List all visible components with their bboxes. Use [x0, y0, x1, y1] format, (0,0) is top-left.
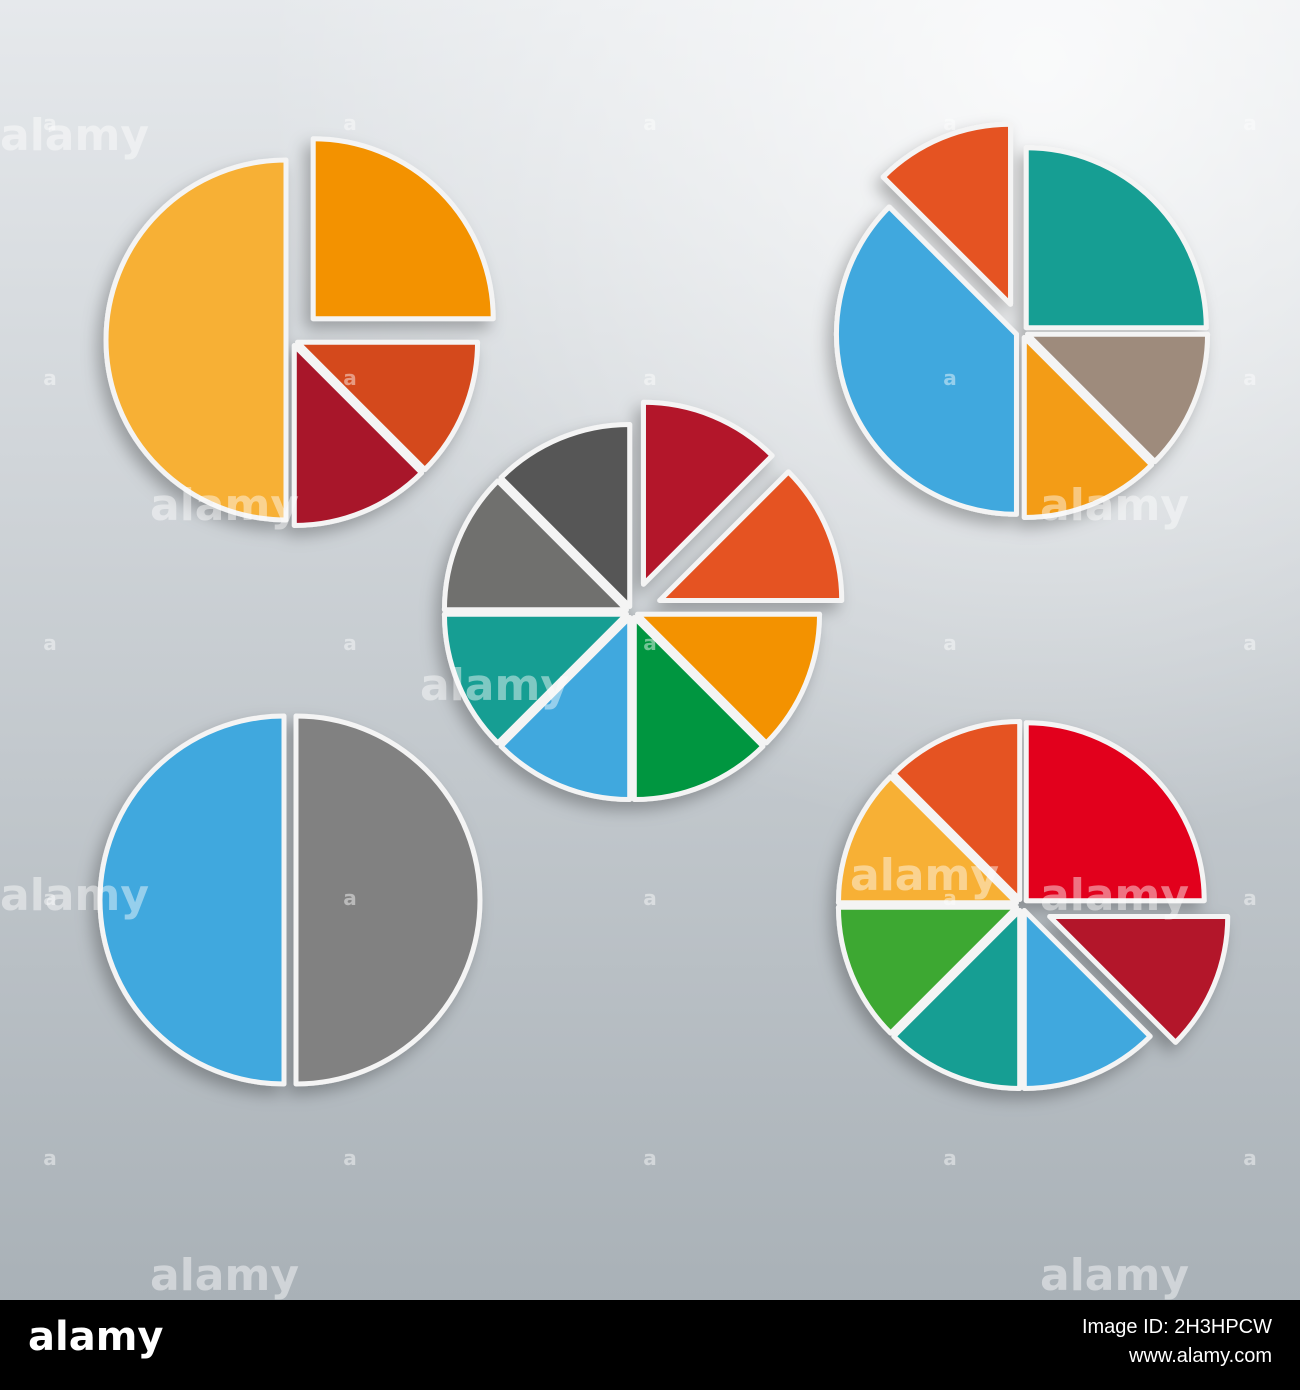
watermark-mark: a [943, 886, 957, 910]
pie-slice [498, 421, 633, 609]
image-id: Image ID: 2H3HPCW [1082, 1316, 1272, 1338]
pie-slice [880, 121, 1014, 307]
footer-logo: alamy [28, 1314, 163, 1360]
watermark-mark: a [1243, 111, 1257, 135]
watermark-mark: a [643, 1146, 657, 1170]
watermark: alamy [150, 480, 299, 531]
watermark: alamy [150, 1250, 299, 1301]
pie-slice [891, 718, 1023, 902]
pie-slice [640, 399, 775, 587]
pie-slice [635, 611, 823, 746]
pie-slice [1047, 913, 1231, 1045]
watermark-mark: a [1243, 1146, 1257, 1170]
watermark-mark: a [1243, 366, 1257, 390]
pie-slice [1021, 335, 1155, 521]
watermark-mark: a [943, 1146, 957, 1170]
watermark-mark: a [343, 111, 357, 135]
watermark-mark: a [943, 366, 957, 390]
pie-slice [310, 136, 496, 322]
watermark-mark: a [43, 886, 57, 910]
watermark-mark: a [943, 111, 957, 135]
pie-slice [835, 904, 1019, 1036]
watermark-mark: a [343, 631, 357, 655]
watermark: alamy [0, 110, 149, 161]
pie-slice [441, 611, 629, 746]
pie-slice [97, 713, 287, 1087]
pie-slice [441, 478, 629, 613]
pie-slice [103, 157, 289, 523]
pie-slice [293, 713, 483, 1087]
watermark: alamy [1040, 870, 1189, 921]
pie-slice [657, 469, 845, 604]
pie [97, 713, 483, 1087]
watermark-mark: a [643, 631, 657, 655]
pie-slice [833, 204, 1019, 517]
watermark-mark: a [43, 111, 57, 135]
watermark-mark: a [343, 886, 357, 910]
pie-slice [295, 339, 481, 473]
pie [833, 121, 1211, 521]
pie-slice [891, 908, 1023, 1092]
pie [103, 136, 496, 529]
pie-slice [1021, 908, 1153, 1092]
watermark: alamy [420, 660, 569, 711]
watermark-mark: a [643, 366, 657, 390]
pie-slice [835, 774, 1019, 906]
watermark-mark: a [343, 1146, 357, 1170]
pie-slice [1023, 145, 1209, 331]
watermark-mark: a [43, 1146, 57, 1170]
pies [97, 121, 1231, 1092]
watermark: alamy [850, 850, 999, 901]
watermark-mark: a [643, 886, 657, 910]
watermarks: alamy alamy alamy alamy alamy alamy alamy alamy… [0, 110, 1257, 1301]
watermark-mark: a [343, 366, 357, 390]
watermark-mark: a [1243, 631, 1257, 655]
pie-slice [1025, 331, 1211, 465]
watermark-mark: a [943, 631, 957, 655]
watermark: alamy [1040, 1250, 1189, 1301]
pie [835, 718, 1231, 1092]
watermark-mark: a [1243, 886, 1257, 910]
pie-slice [631, 615, 766, 803]
watermark-mark: a [643, 111, 657, 135]
watermark-mark: a [43, 366, 57, 390]
pie-slice [498, 615, 633, 803]
footer-bar [0, 1300, 1300, 1390]
watermark: alamy [0, 870, 149, 921]
watermark: alamy [1040, 480, 1189, 531]
url: www.alamy.com [1128, 1345, 1272, 1367]
watermark-mark: a [43, 631, 57, 655]
pie-slice [1023, 720, 1207, 904]
pie [441, 399, 845, 803]
pie-slice [291, 343, 425, 529]
